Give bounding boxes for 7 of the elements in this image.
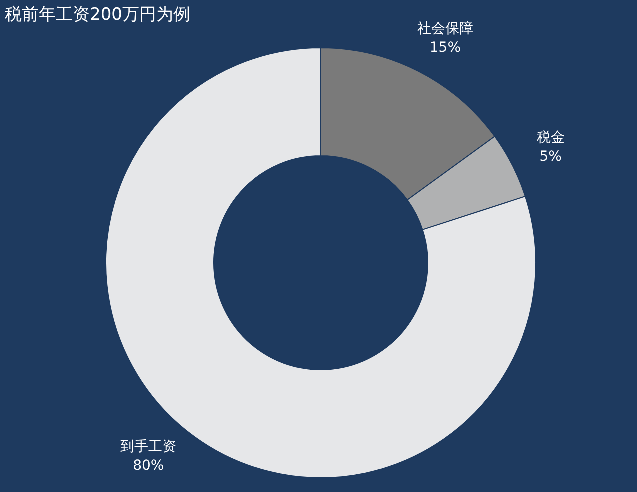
slice-label: 税金 xyxy=(536,130,565,146)
data-label: 80% xyxy=(133,458,164,474)
data-label: 5% xyxy=(540,148,562,165)
slice-label: 社会保障 xyxy=(417,21,474,37)
data-label: 15% xyxy=(430,40,462,56)
chart-title: 税前年工资200万円为例 xyxy=(5,4,190,26)
slice-label: 到手工资 xyxy=(120,439,177,455)
